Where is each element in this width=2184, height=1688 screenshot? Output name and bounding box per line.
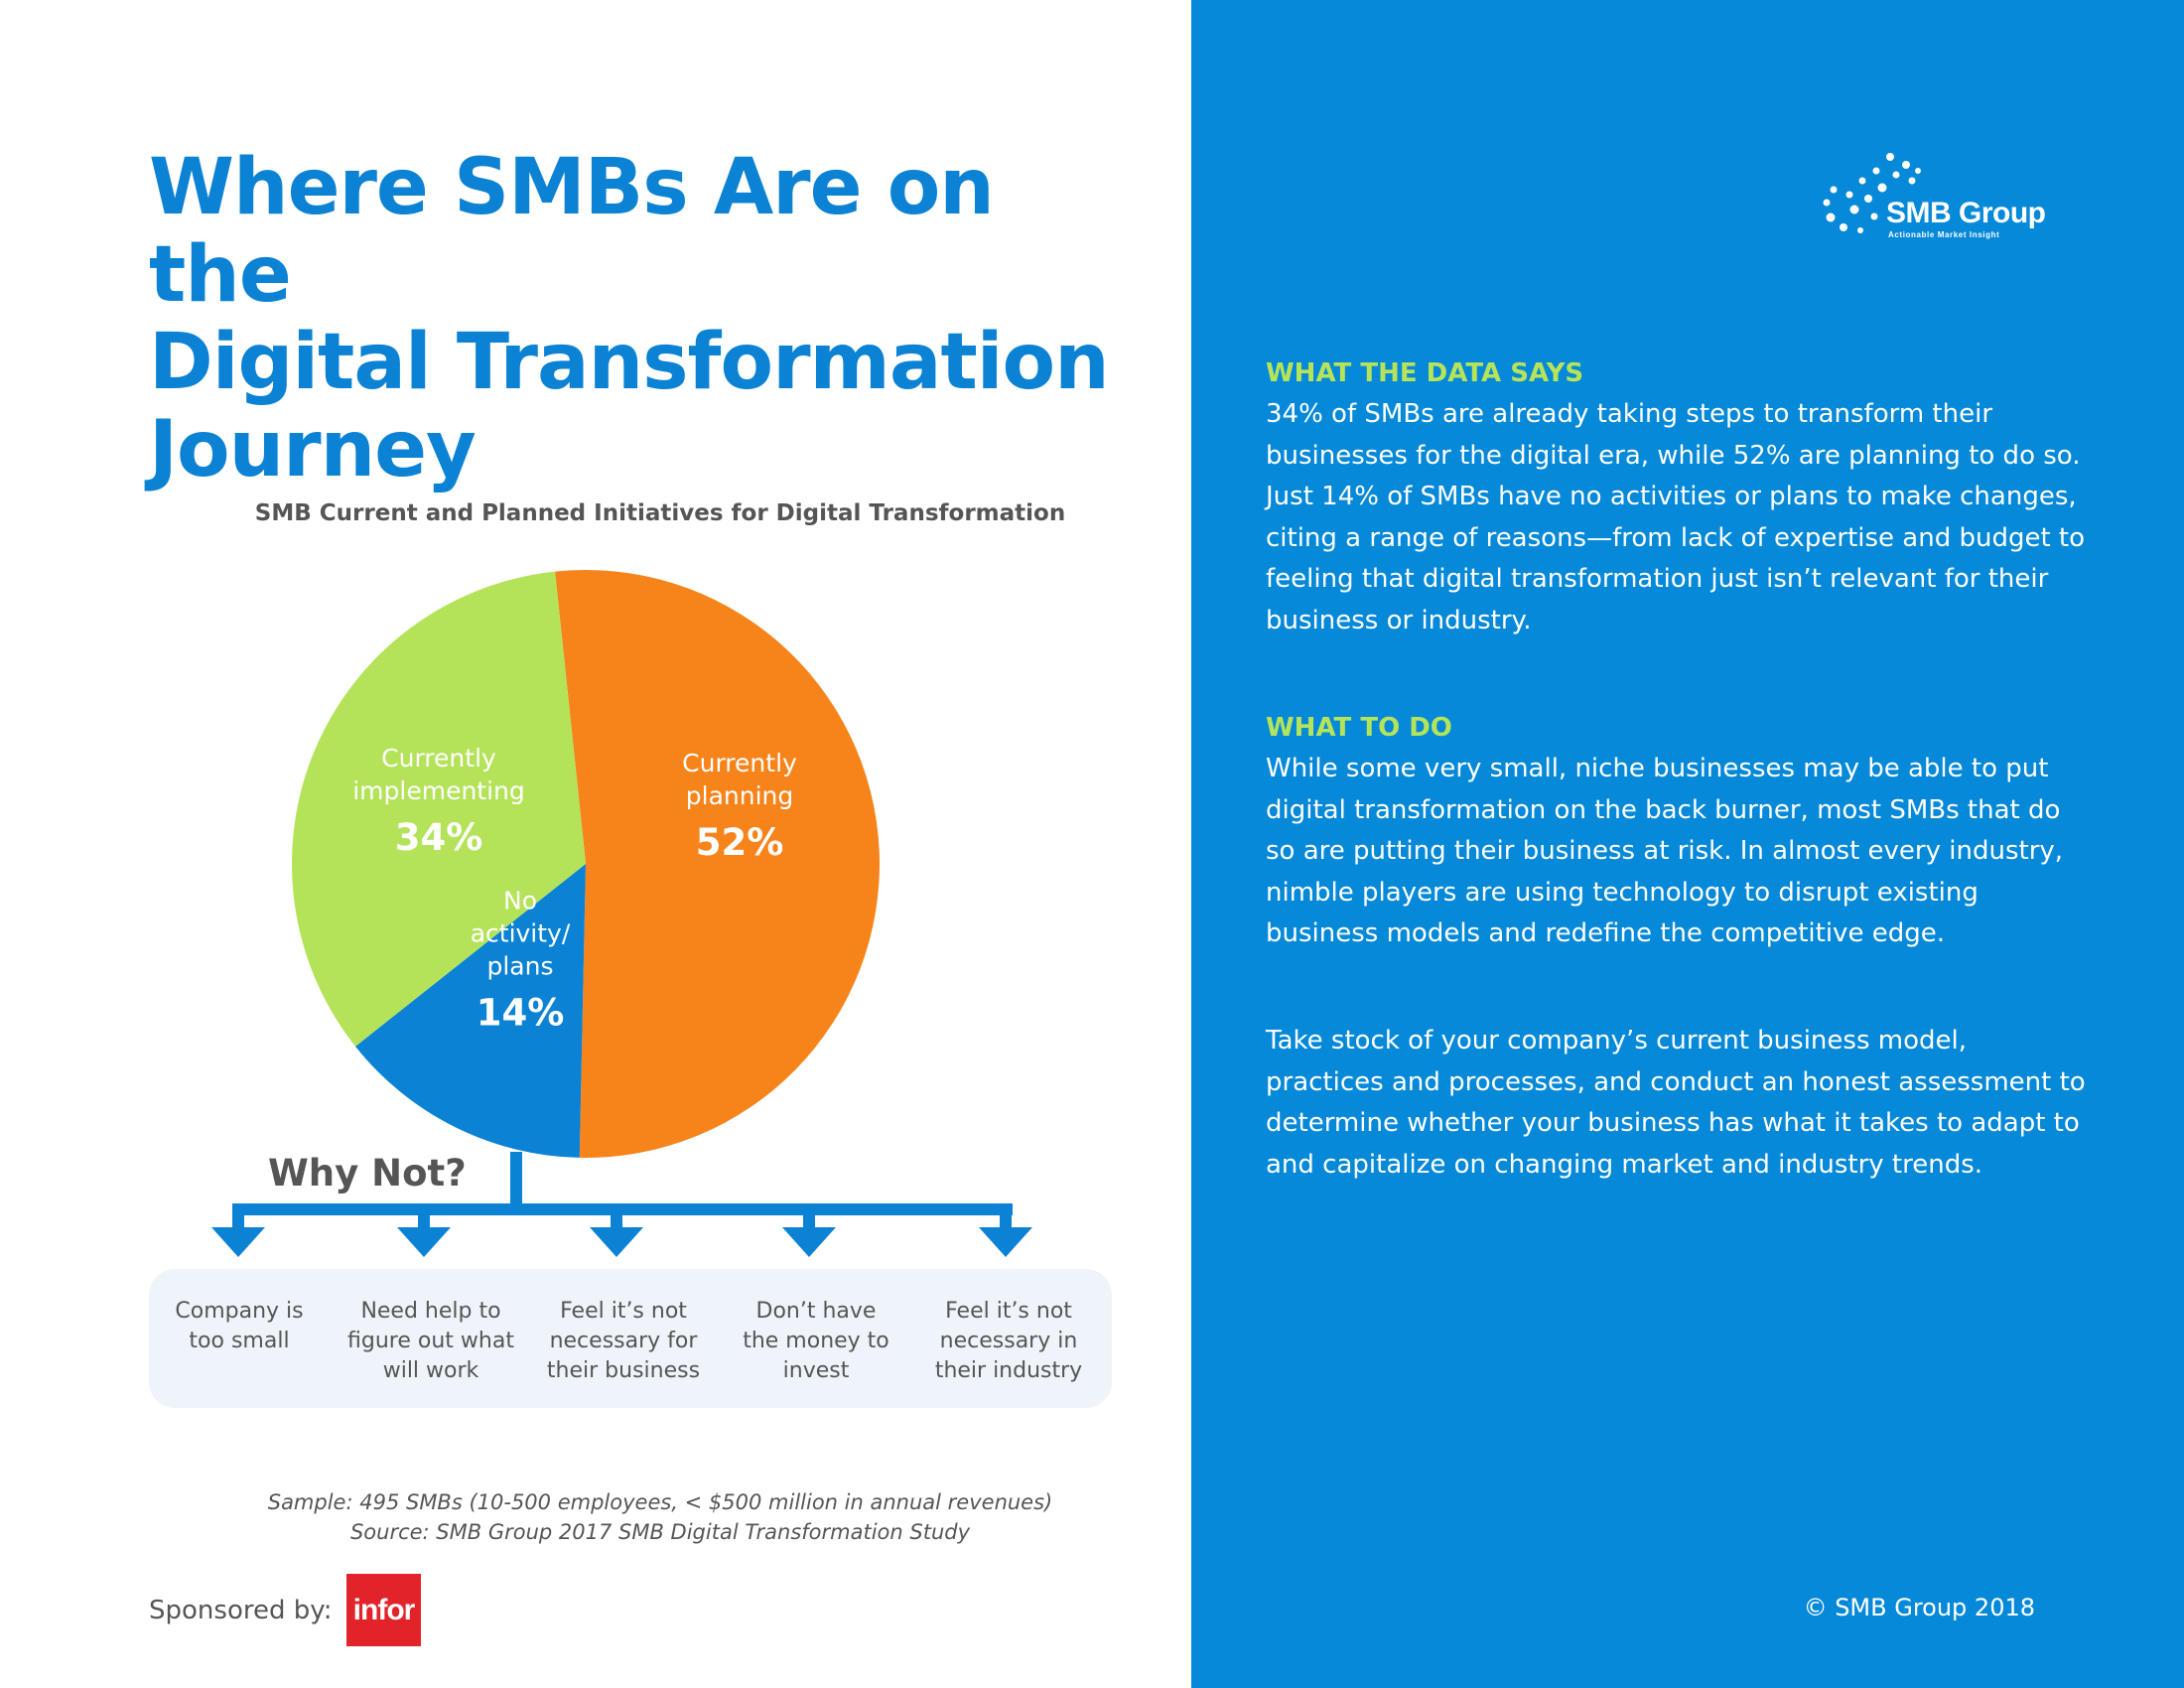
reason-line: their business bbox=[546, 1358, 701, 1383]
reason-item: Need help to figure out what will work bbox=[337, 1297, 525, 1386]
pie-slice bbox=[555, 570, 881, 1158]
pie-slice bbox=[292, 571, 586, 1047]
reason-line: too small bbox=[189, 1329, 290, 1353]
title-line: Journey bbox=[149, 405, 477, 494]
reason-item: Feel it’s not necessary for their business bbox=[529, 1297, 718, 1386]
arrow-down-icon bbox=[782, 1227, 836, 1257]
smb-group-logo: SMB Group Actionable Market Insight bbox=[1817, 147, 2046, 246]
pie-slice bbox=[355, 864, 586, 1158]
what-to-do-text-1: While some very small, niche businesses … bbox=[1266, 754, 2064, 948]
connector-drop bbox=[1000, 1203, 1012, 1233]
reason-line: the money to bbox=[743, 1329, 889, 1353]
slice-label: No bbox=[503, 887, 537, 915]
reason-line: will work bbox=[382, 1358, 479, 1383]
infor-logo: infor bbox=[346, 1574, 421, 1646]
connector-drop bbox=[803, 1203, 815, 1233]
sample-note: Sample: 495 SMBs (10-500 employees, < $5… bbox=[267, 1490, 1053, 1514]
chart-title: SMB Current and Planned Initiatives for … bbox=[254, 500, 1066, 526]
what-to-do-heading: WHAT TO DO bbox=[1266, 713, 1452, 743]
slice-value-label: 14% bbox=[477, 992, 565, 1035]
slice-label: plans bbox=[486, 952, 553, 981]
slice-label: Currently bbox=[381, 744, 496, 773]
reason-line: Company is bbox=[175, 1299, 304, 1324]
source-note: Source: SMB Group 2017 SMB Digital Trans… bbox=[349, 1520, 971, 1544]
reason-line: Don’t have bbox=[755, 1299, 877, 1324]
title-line: Where SMBs Are on the bbox=[149, 143, 995, 320]
copyright: © SMB Group 2018 bbox=[1803, 1594, 2035, 1621]
what-to-do-text-2: Take stock of your company’s current bus… bbox=[1266, 1026, 2086, 1180]
reason-line: necessary for bbox=[549, 1329, 698, 1353]
why-not-label: Why Not? bbox=[268, 1152, 467, 1195]
slice-label: planning bbox=[686, 781, 793, 810]
slice-value-label: 52% bbox=[696, 821, 784, 864]
page-title: Where SMBs Are on the Digital Transforma… bbox=[149, 144, 1142, 493]
reason-line: figure out what bbox=[347, 1329, 514, 1353]
reason-item: Don’t have the money to invest bbox=[722, 1297, 910, 1386]
brand-tagline: Actionable Market Insight bbox=[1888, 230, 2000, 239]
pie-chart: Currently planning 52% No activity/plans 14% C… bbox=[211, 570, 1032, 1257]
arrow-down-icon bbox=[397, 1227, 451, 1257]
brand-name: SMB Group bbox=[1886, 197, 2046, 229]
reason-item: Feel it’s not necessary in their industry bbox=[914, 1297, 1103, 1386]
slice-label: activity/ bbox=[471, 919, 571, 948]
infor-logo-text: infor bbox=[352, 1594, 416, 1626]
reason-line: invest bbox=[782, 1358, 850, 1383]
reason-line: their industry bbox=[934, 1358, 1083, 1383]
data-says-heading: WHAT THE DATA SAYS bbox=[1266, 358, 1584, 388]
arrow-down-icon bbox=[211, 1227, 265, 1257]
connector-drop bbox=[611, 1203, 622, 1233]
connector-drop bbox=[418, 1203, 430, 1233]
right-panel bbox=[1191, 0, 2184, 1688]
reason-line: Feel it’s not bbox=[560, 1299, 687, 1324]
reason-line: Need help to bbox=[360, 1299, 501, 1324]
reason-line: Feel it’s not bbox=[945, 1299, 1072, 1324]
data-says-text: 34% of SMBs are already taking steps to … bbox=[1266, 399, 2086, 635]
connector-drop bbox=[232, 1203, 244, 1233]
slice-label: Currently bbox=[682, 749, 797, 777]
dots-icon bbox=[1823, 153, 1921, 233]
reasons-box: Company is too small Need help to figure ou… bbox=[149, 1269, 1112, 1408]
connector-stem bbox=[510, 1152, 522, 1209]
reason-line: necessary in bbox=[939, 1329, 1078, 1353]
arrow-down-icon bbox=[979, 1227, 1032, 1257]
sponsor-label: Sponsored by: bbox=[149, 1596, 333, 1625]
slice-label: implementing bbox=[352, 776, 525, 805]
slice-value-label: 34% bbox=[395, 816, 483, 859]
arrow-down-icon bbox=[590, 1227, 643, 1257]
title-line: Digital Transformation bbox=[149, 318, 1110, 407]
reason-item: Company is too small bbox=[145, 1297, 334, 1356]
